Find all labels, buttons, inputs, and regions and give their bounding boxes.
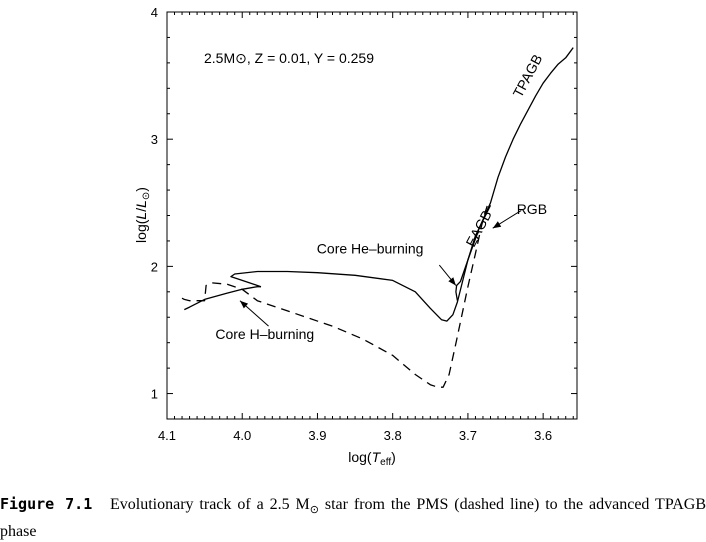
y-tick-label: 1 <box>151 387 158 402</box>
annotation-rgb: RGB <box>517 201 547 217</box>
caption-text-after: star from the PMS (dashed line) to the a… <box>0 496 706 541</box>
caption-sun-symbol: ⊙ <box>309 504 319 517</box>
annotations: TPAGB EAGB RGB Core He–burning Core H–burnin… <box>215 52 547 342</box>
x-axis-title: log(Teff) <box>348 449 396 468</box>
plot-frame <box>166 11 578 420</box>
annotation-arrowhead <box>448 277 456 286</box>
annotation-arrowhead <box>239 300 249 309</box>
annotation-arrows <box>239 209 522 327</box>
annotation-arrowhead <box>492 221 502 229</box>
caption-label: Figure 7.1 <box>0 495 93 513</box>
axis-ticks <box>166 11 577 420</box>
x-tick-label: 4.1 <box>158 428 176 443</box>
x-tick-label: 3.8 <box>384 428 402 443</box>
y-tick-label: 2 <box>151 259 158 274</box>
figure-caption: Figure 7.1 Evolutionary track of a 2.5 M… <box>0 494 706 542</box>
model-parameters-label: 2.5M⊙, Z = 0.01, Y = 0.259 <box>204 50 374 66</box>
hr-diagram-chart: 4.1 4.0 3.9 3.8 3.7 3.6 1 2 3 4 TPAGB EAGB RGB Core … <box>133 5 578 468</box>
annotation-eagb: EAGB <box>462 207 494 249</box>
x-tick-label: 4.0 <box>233 428 251 443</box>
track-series <box>181 47 574 388</box>
x-tick-label: 3.7 <box>459 428 477 443</box>
y-tick-label: 3 <box>151 132 158 147</box>
evolution-track-1 <box>184 286 261 311</box>
pms-track-dashed <box>181 200 490 388</box>
evolution-track-3 <box>455 47 574 301</box>
x-tick-label: 3.9 <box>308 428 326 443</box>
annotation-core-h-burning: Core H–burning <box>215 326 314 342</box>
evolution-track-2 <box>230 205 492 322</box>
caption-text-before: Evolutionary track of a 2.5 M <box>109 496 310 513</box>
annotation-tpagb: TPAGB <box>509 52 545 100</box>
x-tick-label: 3.6 <box>534 428 552 443</box>
axis-tick-labels: 4.1 4.0 3.9 3.8 3.7 3.6 1 2 3 4 <box>151 5 552 443</box>
annotation-core-he-burning: Core He–burning <box>317 241 424 257</box>
y-tick-label: 4 <box>151 5 158 20</box>
y-axis-title: log(L/L⊙) <box>133 187 152 243</box>
